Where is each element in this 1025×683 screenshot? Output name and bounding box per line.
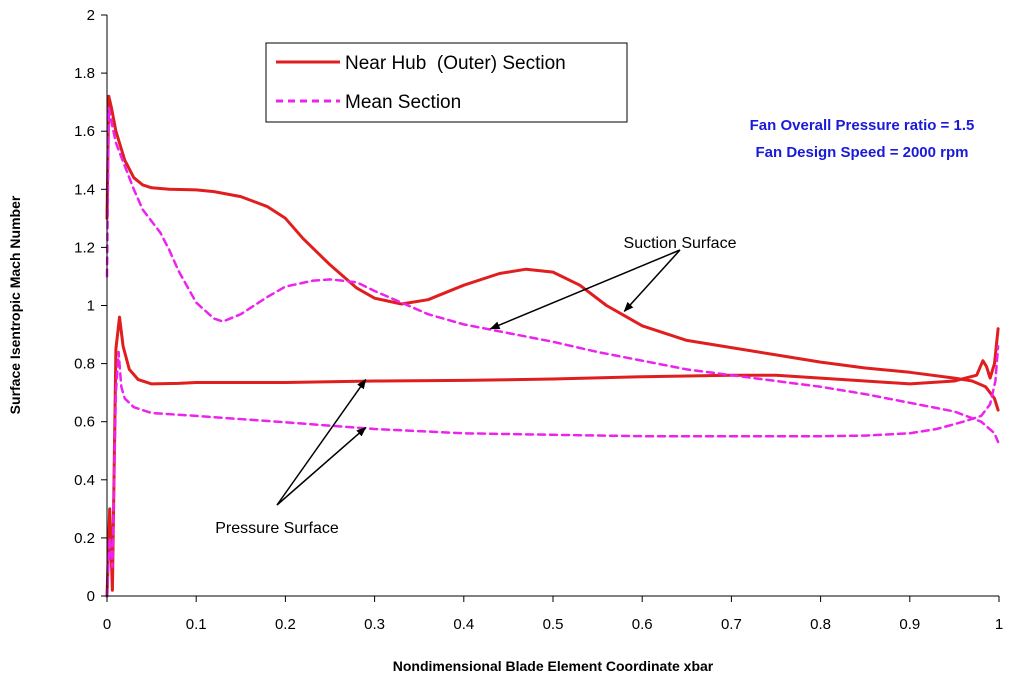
y-tick-label: 1.8: [74, 65, 95, 82]
x-axis-title: Nondimensional Blade Element Coordinate …: [393, 658, 714, 674]
hub-pressure-surface-line: [105, 315, 1000, 598]
mean-pressure-surface-line: [105, 344, 1000, 598]
x-tick-label: 0.6: [632, 616, 653, 633]
hub-suction-surface-line: [105, 94, 1000, 412]
x-tick-label: 0.1: [186, 616, 207, 633]
ticks-layer: 0 0.1 0.2 0.3 0.4 0.5 0.6 0.7 0.8 0.9 1 0 0.2 0.4 0.6 0…: [74, 7, 1003, 633]
info-line-2: Fan Design Speed = 2000 rpm: [756, 144, 969, 161]
annotation-arrows: [276, 249, 681, 506]
annotation-arrow: [489, 249, 681, 330]
x-tick-label: 0.4: [453, 616, 474, 633]
y-tick-label: 0.8: [74, 356, 95, 373]
series-layer: [105, 94, 1000, 598]
annotation-arrow: [276, 378, 367, 506]
legend-box: [265, 42, 628, 123]
x-tick-label: 0.7: [721, 616, 742, 633]
legend-label-mean: Mean Section: [345, 92, 461, 113]
y-tick-label: 1.4: [74, 181, 95, 198]
info-text: Fan Overall Pressure ratio = 1.5 Fan Des…: [750, 117, 975, 161]
y-tick-label: 1.2: [74, 239, 95, 256]
x-tick-label: 1: [995, 616, 1003, 633]
mean-suction-surface-line: [105, 106, 1000, 444]
x-tick-label: 0.8: [810, 616, 831, 633]
annotation-arrow: [623, 249, 681, 313]
pressure-surface-label: Pressure Surface: [215, 520, 339, 537]
x-tick-label: 0.9: [899, 616, 920, 633]
y-tick-label: 1.6: [74, 123, 95, 140]
annotation-arrow: [276, 426, 367, 506]
y-tick-label: 0.6: [74, 414, 95, 431]
y-tick-label: 0: [87, 588, 95, 605]
x-tick-label: 0.3: [364, 616, 385, 633]
y-tick-label: 0.4: [74, 472, 95, 489]
x-tick-label: 0.2: [275, 616, 296, 633]
suction-surface-label: Suction Surface: [624, 235, 737, 252]
y-tick-label: 1: [87, 298, 95, 315]
y-tick-label: 0.2: [74, 530, 95, 547]
y-axis-title: Surface Isentropic Mach Number: [7, 195, 23, 414]
y-tick-label: 2: [87, 7, 95, 24]
legend-label-hub: Near Hub (Outer) Section: [345, 53, 566, 74]
x-tick-label: 0.5: [543, 616, 564, 633]
legend: Near Hub (Outer) Section Mean Section: [265, 42, 628, 123]
x-tick-label: 0: [103, 616, 111, 633]
info-line-1: Fan Overall Pressure ratio = 1.5: [750, 117, 975, 134]
